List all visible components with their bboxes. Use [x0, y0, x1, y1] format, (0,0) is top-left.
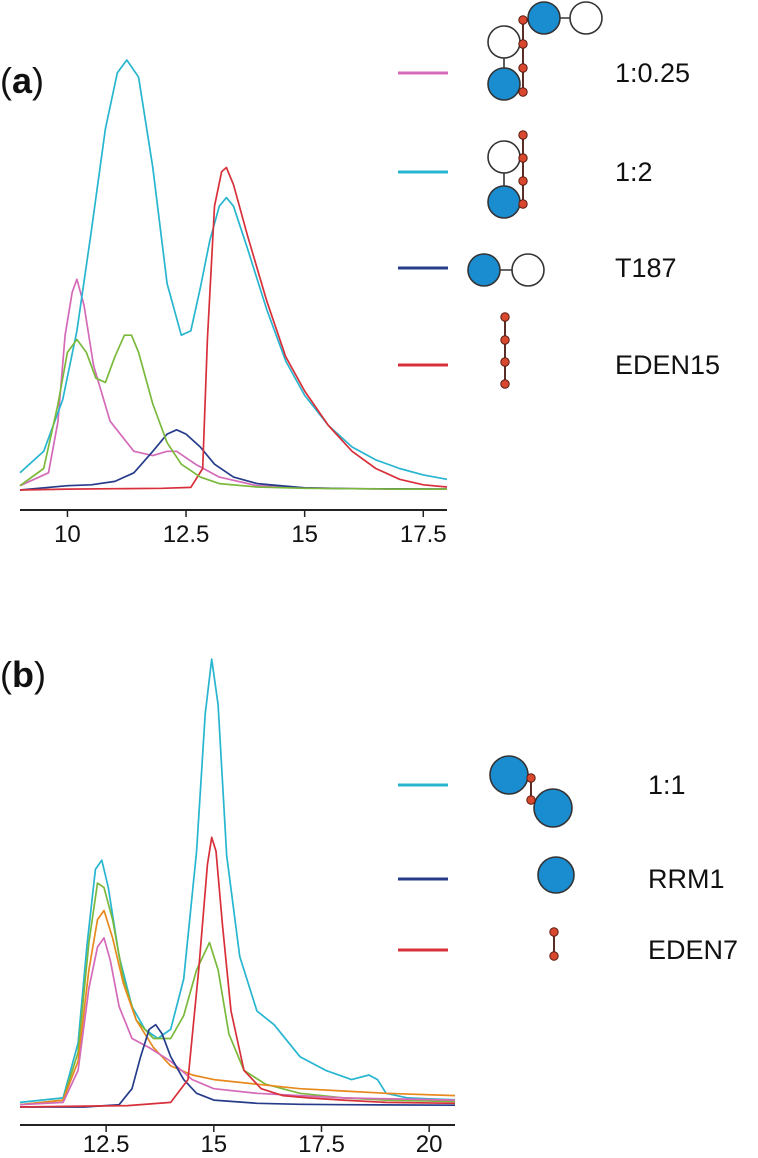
series-line-red [19, 836, 456, 1108]
rrm-domain-filled [467, 253, 501, 287]
nucleotide-dot [500, 335, 510, 345]
rrm-pair-with-eden15-icon [487, 130, 528, 219]
legend-label: 1:1 [648, 770, 686, 800]
nucleotide-dot [518, 15, 528, 25]
nucleotide-dot [549, 951, 559, 961]
chart-panel-a: 10 12.5 15 17.5 1:0.25 1:2 T187 EDEN15 [19, 1, 720, 548]
panel-label-close: ) [32, 60, 45, 101]
legend-label: T187 [615, 253, 677, 283]
legend: 1:1 RRM1 EDEN7 [398, 755, 738, 965]
rrm-domain-filled [537, 856, 575, 894]
legend-label: 1:0.25 [615, 58, 690, 88]
panel-label-letter: b [12, 654, 34, 695]
nucleotide-dot [500, 312, 510, 322]
rrm-domain-filled [487, 67, 521, 101]
rrm-domain-filled [487, 185, 521, 219]
series-line-green [19, 334, 447, 490]
rrm1-domain-icon [537, 856, 575, 894]
rrm-domain-filled [489, 755, 529, 795]
series-line-navy [19, 428, 448, 491]
x-tick-label: 12.5 [163, 521, 210, 548]
series-line-green [19, 882, 456, 1106]
nucleotide-dot [500, 379, 510, 389]
series-line-orange [19, 909, 456, 1106]
legend-label: EDEN15 [615, 350, 720, 380]
nucleotide-dot [518, 199, 528, 209]
rrm-domain-filled [533, 788, 573, 828]
panel-label-a: (a) [0, 60, 44, 102]
x-tick-label: 15 [200, 1131, 227, 1158]
panel-label-open: ( [0, 654, 12, 695]
rrm-domain-open [569, 1, 603, 35]
nucleotide-dot [518, 87, 528, 97]
rrm-domain-filled [527, 1, 561, 35]
nucleotide-dot [518, 39, 528, 49]
nucleotide-dot [518, 176, 528, 186]
x-tick-label: 12.5 [83, 1131, 130, 1158]
two-domain-protein-icon [467, 253, 545, 287]
eden15-rna-icon [500, 312, 510, 389]
x-tick-label: 15 [291, 521, 318, 548]
rrm1-eden7-complex-icon [489, 755, 573, 828]
legend-label: EDEN7 [648, 935, 738, 965]
legend: 1:0.25 1:2 T187 EDEN15 [398, 1, 720, 389]
nucleotide-dot [500, 357, 510, 367]
nucleotide-dot [518, 153, 528, 163]
panel-label-open: ( [0, 60, 12, 101]
nucleotide-dot [549, 927, 559, 937]
series-line-red [19, 166, 448, 491]
x-tick-label: 20 [416, 1131, 443, 1158]
series-line-cyan [19, 59, 448, 481]
series-line-magenta [19, 937, 456, 1106]
x-tick-label: 17.5 [400, 521, 447, 548]
eden7-rna-icon [549, 927, 559, 961]
nucleotide-dot [518, 130, 528, 140]
chart-panel-b: 12.5 15 17.5 20 1:1 RRM1 EDEN7 [19, 658, 738, 1158]
nucleotide-dot [526, 795, 536, 805]
rrm-domain-open [487, 25, 521, 59]
series-line-cyan [19, 658, 456, 1104]
x-tick-label: 17.5 [298, 1131, 345, 1158]
panel-label-letter: a [12, 60, 33, 101]
two-rrm-with-eden15-icon [487, 1, 603, 101]
legend-label: RRM1 [648, 864, 725, 894]
series-line-navy [20, 1023, 456, 1108]
x-tick-label: 10 [54, 521, 81, 548]
rrm-domain-open [511, 253, 545, 287]
panel-label-close: ) [34, 654, 46, 695]
nucleotide-dot [518, 63, 528, 73]
series-line-magenta [19, 278, 447, 490]
nucleotide-dot [526, 773, 536, 783]
legend-label: 1:2 [615, 157, 653, 187]
panel-label-b: (b) [0, 654, 46, 696]
rrm-domain-open [487, 140, 521, 174]
